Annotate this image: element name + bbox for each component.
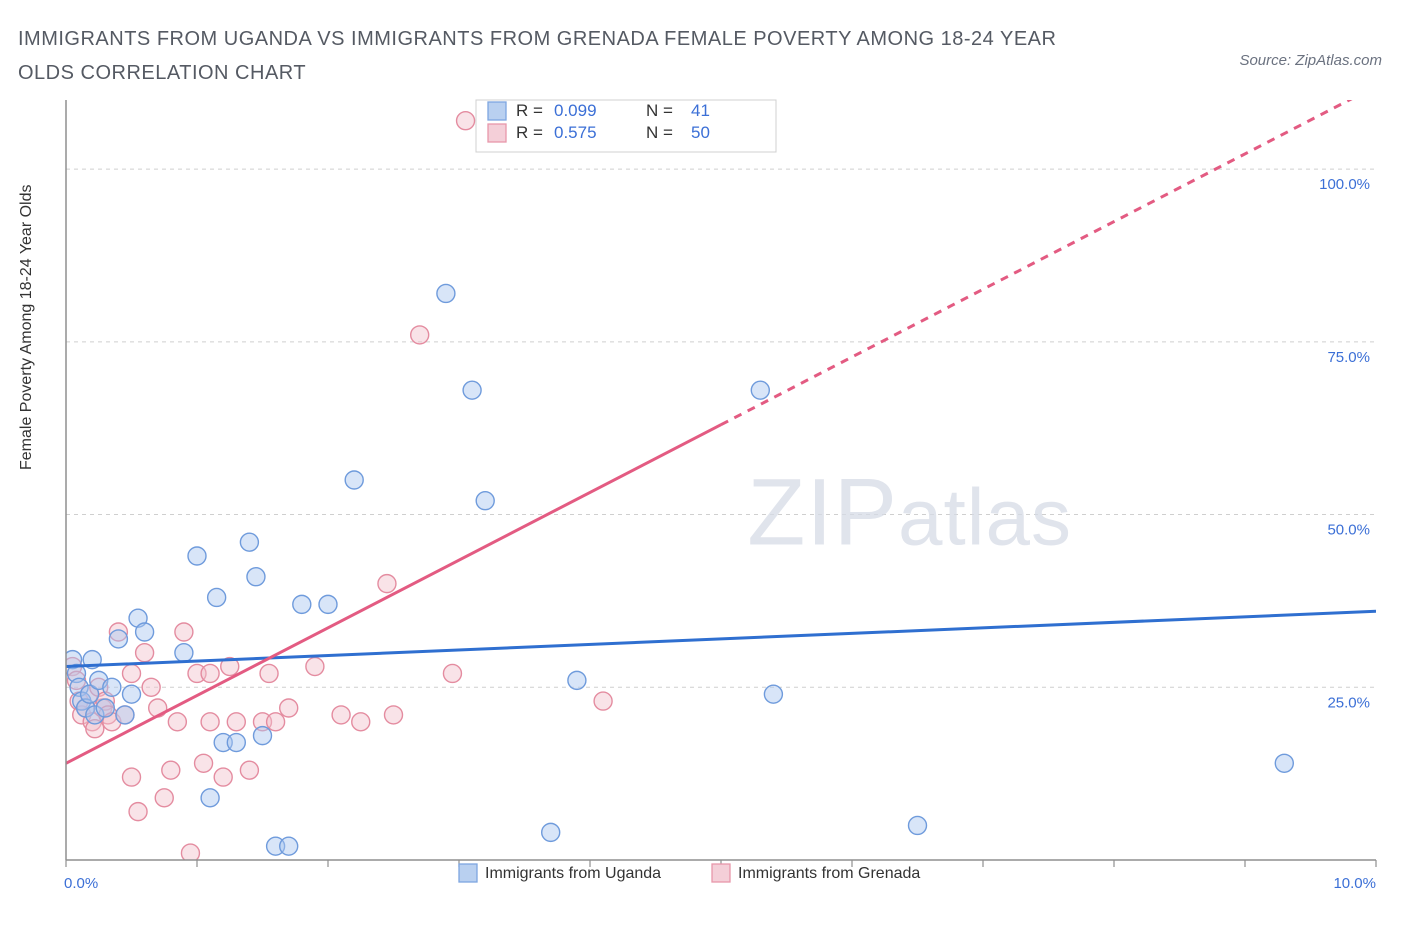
- scatter-point: [201, 713, 219, 731]
- scatter-point: [162, 761, 180, 779]
- scatter-point: [247, 568, 265, 586]
- svg-text:N =: N =: [646, 123, 673, 142]
- scatter-point: [345, 471, 363, 489]
- scatter-point: [457, 112, 475, 130]
- chart-title: IMMIGRANTS FROM UGANDA VS IMMIGRANTS FRO…: [18, 22, 1118, 90]
- legend-swatch: [488, 102, 506, 120]
- scatter-point: [437, 284, 455, 302]
- legend-series-label: Immigrants from Grenada: [738, 865, 920, 882]
- scatter-point: [385, 706, 403, 724]
- scatter-point: [129, 803, 147, 821]
- scatter-point: [123, 664, 141, 682]
- scatter-point: [136, 644, 154, 662]
- scatter-point: [542, 823, 560, 841]
- scatter-point: [175, 623, 193, 641]
- svg-text:25.0%: 25.0%: [1327, 694, 1370, 711]
- legend-series-label: Immigrants from Uganda: [485, 865, 661, 882]
- scatter-point: [136, 623, 154, 641]
- svg-text:50.0%: 50.0%: [1327, 522, 1370, 539]
- scatter-point: [227, 713, 245, 731]
- scatter-point: [280, 837, 298, 855]
- source-attribution: Source: ZipAtlas.com: [1239, 52, 1382, 69]
- legend-swatch: [488, 124, 506, 142]
- svg-text:0.099: 0.099: [554, 101, 597, 120]
- scatter-point: [319, 595, 337, 613]
- svg-text:10.0%: 10.0%: [1333, 875, 1376, 892]
- scatter-point: [909, 816, 927, 834]
- svg-text:0.575: 0.575: [554, 123, 597, 142]
- scatter-point: [103, 678, 121, 696]
- svg-text:41: 41: [691, 101, 710, 120]
- scatter-point: [751, 381, 769, 399]
- scatter-point: [260, 664, 278, 682]
- watermark: ZIPatlas: [747, 460, 1072, 566]
- svg-text:N =: N =: [646, 101, 673, 120]
- scatter-point: [411, 326, 429, 344]
- svg-text:100.0%: 100.0%: [1319, 176, 1370, 193]
- scatter-point: [208, 588, 226, 606]
- scatter-point: [443, 664, 461, 682]
- trend-line: [66, 611, 1376, 666]
- scatter-point: [476, 492, 494, 510]
- scatter-point: [116, 706, 134, 724]
- scatter-plot-svg: 25.0% 50.0% 75.0% 100.0% ZIPatlas 0.0% 10.0% R …: [56, 90, 1386, 900]
- svg-text:75.0%: 75.0%: [1327, 349, 1370, 366]
- scatter-point: [352, 713, 370, 731]
- scatter-point: [332, 706, 350, 724]
- svg-text:R =: R =: [516, 101, 543, 120]
- scatter-point: [214, 768, 232, 786]
- scatter-point: [201, 664, 219, 682]
- legend-swatch: [712, 864, 730, 882]
- scatter-point: [463, 381, 481, 399]
- scatter-point: [254, 727, 272, 745]
- scatter-point: [188, 547, 206, 565]
- scatter-point: [240, 761, 258, 779]
- scatter-point: [155, 789, 173, 807]
- scatter-point: [594, 692, 612, 710]
- y-axis-label: Female Poverty Among 18-24 Year Olds: [18, 185, 36, 471]
- scatter-point: [306, 658, 324, 676]
- scatter-point: [123, 685, 141, 703]
- scatter-point: [109, 630, 127, 648]
- svg-text:50: 50: [691, 123, 710, 142]
- scatter-point: [293, 595, 311, 613]
- scatter-point: [568, 671, 586, 689]
- svg-text:R =: R =: [516, 123, 543, 142]
- svg-text:0.0%: 0.0%: [64, 875, 98, 892]
- scatter-point: [1275, 754, 1293, 772]
- scatter-point: [280, 699, 298, 717]
- chart-area: 25.0% 50.0% 75.0% 100.0% ZIPatlas 0.0% 10.0% R …: [56, 90, 1386, 900]
- scatter-point: [764, 685, 782, 703]
- scatter-point: [267, 713, 285, 731]
- scatter-point: [240, 533, 258, 551]
- trend-line-dashed: [721, 90, 1376, 425]
- scatter-point: [123, 768, 141, 786]
- scatter-point: [195, 754, 213, 772]
- legend-swatch: [459, 864, 477, 882]
- scatter-point: [142, 678, 160, 696]
- scatter-point: [227, 734, 245, 752]
- scatter-point: [378, 575, 396, 593]
- scatter-point: [168, 713, 186, 731]
- scatter-point: [96, 699, 114, 717]
- scatter-point: [201, 789, 219, 807]
- scatter-point: [175, 644, 193, 662]
